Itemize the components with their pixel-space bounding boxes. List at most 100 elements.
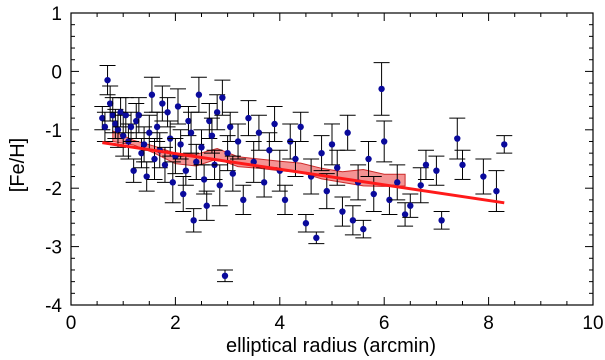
data-point <box>496 135 513 154</box>
data-point <box>96 111 113 142</box>
data-point <box>214 79 231 116</box>
data-point <box>125 158 142 183</box>
data-point <box>211 164 228 207</box>
point-marker <box>138 149 145 157</box>
point-marker <box>493 187 500 195</box>
point-marker <box>161 161 169 169</box>
data-point <box>376 120 393 163</box>
y-tick-label: -2 <box>45 179 62 200</box>
y-tick-label: -1 <box>45 121 62 142</box>
data-point <box>433 211 450 230</box>
point-marker <box>370 190 377 198</box>
fit-line <box>102 141 505 205</box>
point-marker <box>187 129 195 136</box>
point-marker <box>127 123 135 131</box>
data-point <box>449 117 466 160</box>
data-point <box>198 190 215 221</box>
point-marker <box>365 155 372 163</box>
data-point <box>159 97 176 128</box>
point-marker <box>208 132 216 139</box>
point-marker <box>101 123 109 131</box>
data-point <box>164 161 181 204</box>
data-point <box>297 213 314 233</box>
point-marker <box>454 135 461 142</box>
point-marker <box>381 138 388 145</box>
point-marker <box>206 117 213 125</box>
point-marker <box>177 141 184 148</box>
data-point <box>170 88 187 125</box>
data-point <box>230 123 247 160</box>
data-point <box>475 158 492 195</box>
data-point <box>180 105 197 137</box>
point-marker <box>148 91 156 98</box>
point-marker <box>190 217 197 224</box>
point-marker <box>480 173 487 180</box>
point-marker <box>250 158 257 166</box>
point-marker <box>240 196 247 204</box>
point-marker <box>349 217 357 224</box>
point-marker <box>182 167 190 174</box>
x-tick-label: 8 <box>483 313 494 334</box>
point-marker <box>227 123 234 131</box>
x-tick-label: 2 <box>170 313 181 334</box>
data-point <box>308 231 325 245</box>
point-marker <box>433 167 440 174</box>
data-point <box>154 85 171 122</box>
data-point <box>188 143 205 180</box>
data-point <box>428 155 445 186</box>
data-point <box>138 161 155 192</box>
point-marker <box>407 202 414 209</box>
data-point <box>318 173 335 210</box>
point-marker <box>153 123 161 131</box>
point-marker <box>120 132 127 139</box>
point-marker <box>501 141 508 148</box>
point-marker <box>255 129 263 136</box>
x-tick-label: 6 <box>379 313 390 334</box>
point-marker <box>323 187 330 195</box>
point-marker <box>344 129 351 136</box>
point-marker <box>140 141 148 148</box>
data-point <box>373 62 390 116</box>
point-marker <box>328 141 336 148</box>
point-marker <box>200 176 208 183</box>
point-marker <box>193 158 200 166</box>
point-marker <box>112 120 119 128</box>
point-marker <box>378 85 385 93</box>
data-point <box>389 164 406 201</box>
x-axis-label: elliptical radius (arcmin) <box>226 335 436 357</box>
data-point <box>130 97 147 134</box>
point-marker <box>130 167 137 174</box>
point-marker <box>180 190 187 198</box>
point-marker <box>195 91 203 98</box>
data-point <box>402 193 419 218</box>
point-marker <box>219 94 226 101</box>
point-marker <box>104 76 111 84</box>
x-tick-label: 4 <box>275 313 286 334</box>
point-marker <box>213 109 221 116</box>
point-marker <box>394 179 401 186</box>
point-marker <box>169 179 176 186</box>
point-marker <box>109 112 116 119</box>
y-tick-label: 1 <box>51 4 62 25</box>
point-marker <box>360 225 367 233</box>
point-marker <box>292 155 299 163</box>
data-point <box>99 65 116 96</box>
data-point <box>201 103 218 140</box>
point-marker <box>438 217 445 224</box>
point-marker <box>135 112 143 119</box>
data-point <box>454 149 471 180</box>
point-marker <box>422 161 430 169</box>
data-point <box>313 135 330 172</box>
point-marker <box>334 164 341 171</box>
data-point <box>417 149 434 180</box>
point-marker <box>281 196 289 204</box>
point-marker <box>271 120 278 128</box>
x-tick-label: 0 <box>66 313 77 334</box>
point-marker <box>401 211 409 218</box>
point-marker <box>260 179 268 186</box>
data-point <box>196 164 213 195</box>
point-marker <box>185 117 192 125</box>
point-marker <box>114 126 122 133</box>
